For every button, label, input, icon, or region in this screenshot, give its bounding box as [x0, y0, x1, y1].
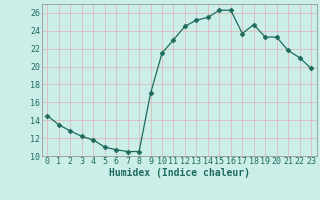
X-axis label: Humidex (Indice chaleur): Humidex (Indice chaleur) — [109, 168, 250, 178]
